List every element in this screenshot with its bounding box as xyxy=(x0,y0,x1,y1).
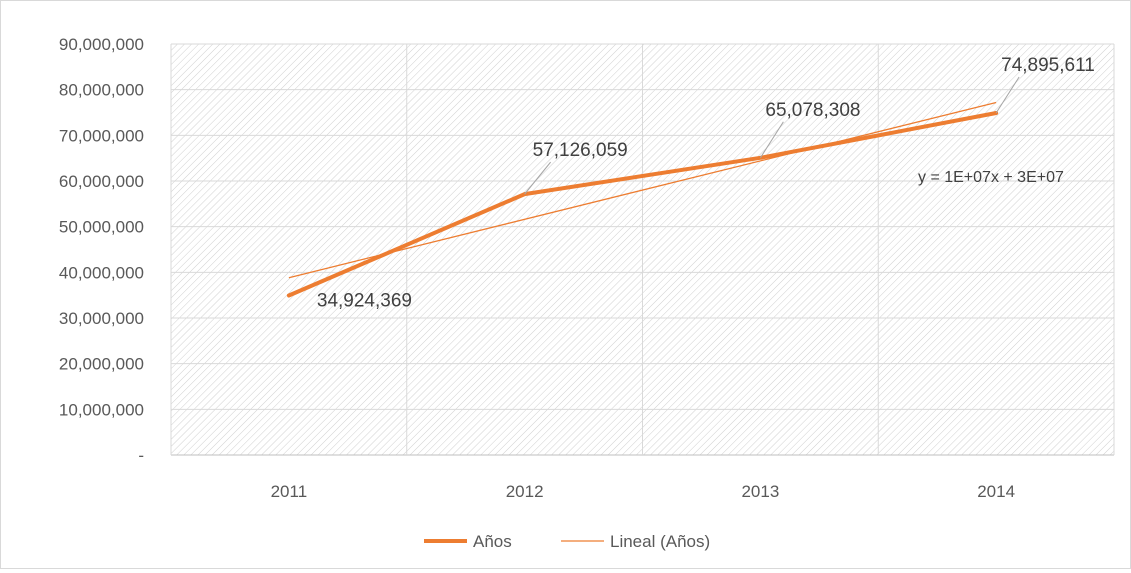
series-group xyxy=(286,110,999,298)
y-tick-label: 20,000,000 xyxy=(59,355,144,374)
x-axis-tick-labels: 2011 2012 2013 2014 xyxy=(271,482,1015,501)
y-tick-label: 30,000,000 xyxy=(59,309,144,328)
series-line xyxy=(286,110,999,298)
gridlines xyxy=(170,43,1115,456)
data-labels: 34,924,369 57,126,059 65,078,308 74,895,611 xyxy=(317,55,1095,312)
y-tick-label: 40,000,000 xyxy=(59,263,144,282)
data-label: 34,924,369 xyxy=(317,291,412,312)
y-axis-tick-labels: - 10,000,000 20,000,000 30,000,000 40,000,00… xyxy=(59,35,144,465)
x-tick-label: 2011 xyxy=(271,482,308,501)
legend-label-trend: Lineal (Años) xyxy=(610,532,710,551)
y-tick-label: - xyxy=(138,446,144,465)
y-tick-label: 80,000,000 xyxy=(59,81,144,100)
legend[interactable]: Años Lineal (Años) xyxy=(424,532,710,551)
data-label-leader xyxy=(759,121,784,159)
y-tick-label: 90,000,000 xyxy=(59,35,144,54)
y-tick-label: 50,000,000 xyxy=(59,218,144,237)
data-label: 57,126,059 xyxy=(533,140,628,161)
data-label-leader xyxy=(524,161,552,195)
data-label: 74,895,611 xyxy=(1001,55,1095,76)
y-tick-label: 10,000,000 xyxy=(59,400,144,419)
trendline-equation: y = 1E+07x + 3E+07 xyxy=(918,169,1064,186)
x-tick-label: 2012 xyxy=(506,482,544,501)
y-tick-label: 60,000,000 xyxy=(59,172,144,191)
x-tick-label: 2013 xyxy=(741,482,779,501)
data-label-leader xyxy=(995,76,1020,114)
trendline-group xyxy=(288,101,997,279)
data-label: 65,078,308 xyxy=(765,100,860,121)
y-tick-label: 70,000,000 xyxy=(59,126,144,145)
trendline xyxy=(288,101,997,279)
x-tick-label: 2014 xyxy=(977,482,1015,501)
legend-label-series: Años xyxy=(473,532,512,551)
